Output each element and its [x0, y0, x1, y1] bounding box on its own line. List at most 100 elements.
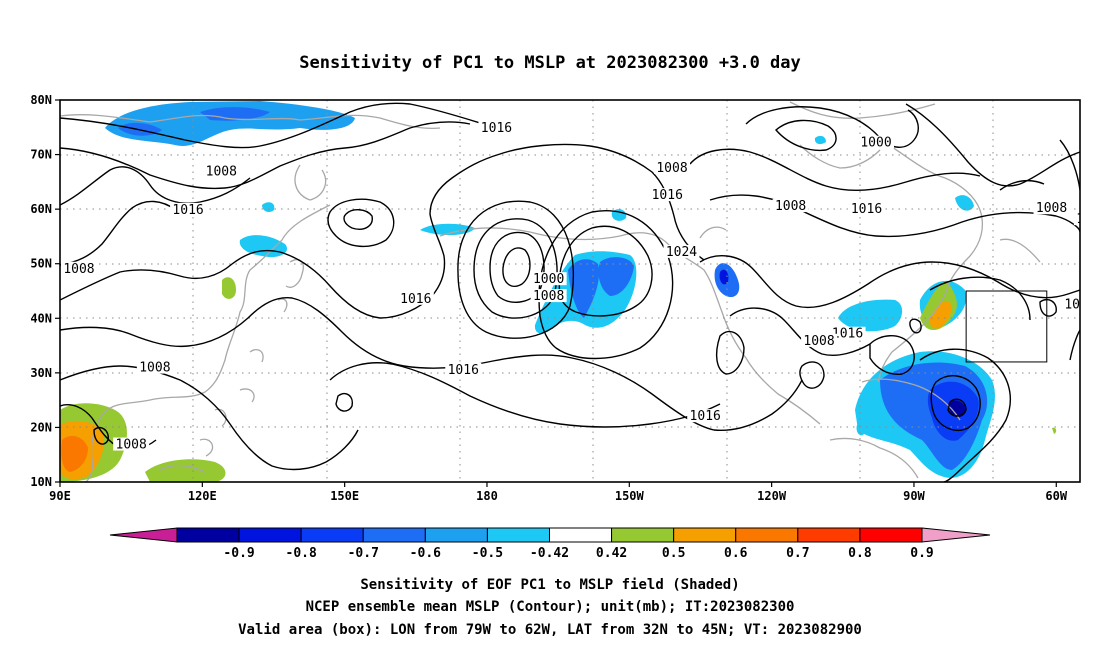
- contour-label: 1016: [652, 188, 683, 203]
- contour-label: 1008: [116, 438, 147, 453]
- colorbar-tick-label: -0.6: [410, 546, 441, 561]
- lon-tick-label: 90W: [903, 489, 925, 503]
- contour-label-backing: [654, 160, 690, 174]
- colorbar-tick-label: -0.42: [530, 546, 569, 561]
- colorbar-high-extend: [921, 527, 991, 543]
- colorbar-tick-label: 0.42: [596, 546, 627, 561]
- caption-line-3: Valid area (box): LON from 79W to 62W, L…: [238, 622, 862, 638]
- contour-label-backing: [113, 437, 150, 451]
- contour-label: 1000: [533, 272, 564, 287]
- colorbar-low-extend: [109, 527, 178, 543]
- lat-tick-label: 50N: [30, 257, 52, 271]
- lat-tick-label: 40N: [30, 311, 52, 325]
- lon-tick-label: 90E: [49, 489, 71, 503]
- valid-area-box: [965, 290, 1048, 363]
- contour-label-backing: [478, 121, 515, 135]
- colorbar-tick-label: 0.8: [848, 546, 872, 561]
- colorbar-swatch: [176, 527, 240, 543]
- graticule: [60, 100, 1080, 482]
- lon-tick-label: 120E: [188, 489, 217, 503]
- map-frame: [59, 99, 1081, 483]
- lon-tick-label: 180: [476, 489, 498, 503]
- contour-label-backing: [1062, 297, 1080, 311]
- contour-label-backing: [663, 244, 700, 258]
- lat-tick-label: 30N: [30, 366, 52, 380]
- contour-label: 1008: [775, 199, 806, 214]
- contour-label-backing: [530, 289, 567, 303]
- contour-label-backing: [649, 188, 686, 202]
- colorbar-tick-label: 0.5: [662, 546, 685, 561]
- colorbar-swatch: [859, 527, 923, 543]
- contour-label-backing: [829, 326, 866, 340]
- map-title: Sensitivity of PC1 to MSLP at 2023082300…: [299, 53, 801, 73]
- lon-tick-label: 120W: [757, 489, 787, 503]
- contour-label: 1008: [533, 289, 564, 304]
- lat-tick-label: 10N: [30, 475, 52, 489]
- colorbar-swatch: [486, 527, 550, 543]
- colorbar-tick-label: -0.5: [472, 546, 503, 561]
- contour-label-backing: [530, 272, 567, 286]
- colorbar-tick-label: -0.7: [348, 546, 379, 561]
- coastlines: [60, 101, 1041, 482]
- caption-line-1: Sensitivity of EOF PC1 to MSLP field (Sh…: [360, 577, 739, 593]
- colorbar-swatch: [362, 527, 426, 543]
- contour-label-backing: [1073, 212, 1080, 226]
- contour-label: 1008: [206, 165, 237, 180]
- lat-tick-label: 60N: [30, 202, 52, 216]
- contour-label-backing: [772, 199, 809, 213]
- contour-label: 1008: [139, 361, 170, 376]
- lon-tick-label: 60W: [1045, 489, 1067, 503]
- contour-label: 1008: [1036, 201, 1067, 216]
- contour-label: 1016: [172, 203, 203, 218]
- contour-label-backing: [801, 333, 838, 347]
- contour-label-backing: [445, 362, 482, 376]
- lat-tick-label: 80N: [30, 93, 52, 107]
- colorbar-tick-label: 0.7: [786, 546, 809, 561]
- colorbar-swatch: [238, 527, 302, 543]
- lat-tick-label: 70N: [30, 148, 52, 162]
- contour-label-backing: [858, 135, 894, 149]
- colorbar-swatch: [735, 527, 799, 543]
- lon-tick-label: 150W: [615, 489, 645, 503]
- contour-label: 1016: [690, 409, 721, 424]
- contour-label-backing: [848, 201, 885, 215]
- contour-label-backing: [687, 409, 724, 423]
- contour-label-backing: [203, 164, 240, 178]
- colorbar-tick-label: 0.6: [724, 546, 748, 561]
- colorbar-swatch: [611, 527, 675, 543]
- colorbar-swatch: [424, 527, 488, 543]
- contour-label-backing: [397, 291, 434, 305]
- colorbar-tick-label: -0.9: [223, 546, 254, 561]
- contour-label-backing: [170, 202, 207, 216]
- lon-tick-label: 150E: [330, 489, 359, 503]
- contour-label: 1008: [803, 334, 834, 349]
- caption-block: Sensitivity of EOF PC1 to MSLP field (Sh…: [238, 577, 862, 638]
- colorbar-tick-label: 0.9: [910, 546, 933, 561]
- colorbar-swatch: [549, 527, 613, 543]
- contour-label: 1016: [832, 327, 863, 342]
- contour-label: 1016: [1076, 212, 1100, 227]
- contour-label-backing: [1033, 201, 1070, 215]
- latitude-labels: 80N 70N 60N 50N 40N 30N 20N 10N: [30, 93, 60, 489]
- colorbar-swatch: [797, 527, 861, 543]
- colorbar: -0.9 -0.8 -0.7 -0.6 -0.5 -0.42 0.42 0.5 0.6 0.7 0.…: [109, 527, 991, 561]
- contour-label: 1016: [481, 121, 512, 136]
- contour-label: 1008: [63, 262, 94, 277]
- contour-label-backing: [136, 360, 173, 374]
- colorbar-tick-label: -0.8: [286, 546, 317, 561]
- contour-label: 1000: [860, 136, 891, 151]
- contour-label: 1008: [656, 161, 687, 176]
- lat-tick-label: 20N: [30, 420, 52, 434]
- contour-label-backing: [60, 261, 97, 275]
- contour-label: 1016: [851, 202, 882, 217]
- contour-label: 1016: [448, 363, 479, 378]
- sensitivity-shading: [60, 101, 1057, 482]
- contour-label: 1016: [1064, 297, 1095, 312]
- contour-label: 1024: [666, 245, 697, 260]
- contour-label: 1016: [400, 292, 431, 307]
- colorbar-swatch: [673, 527, 737, 543]
- longitude-labels: 90E 120E 150E 180 150W 120W 90W 60W: [49, 482, 1068, 503]
